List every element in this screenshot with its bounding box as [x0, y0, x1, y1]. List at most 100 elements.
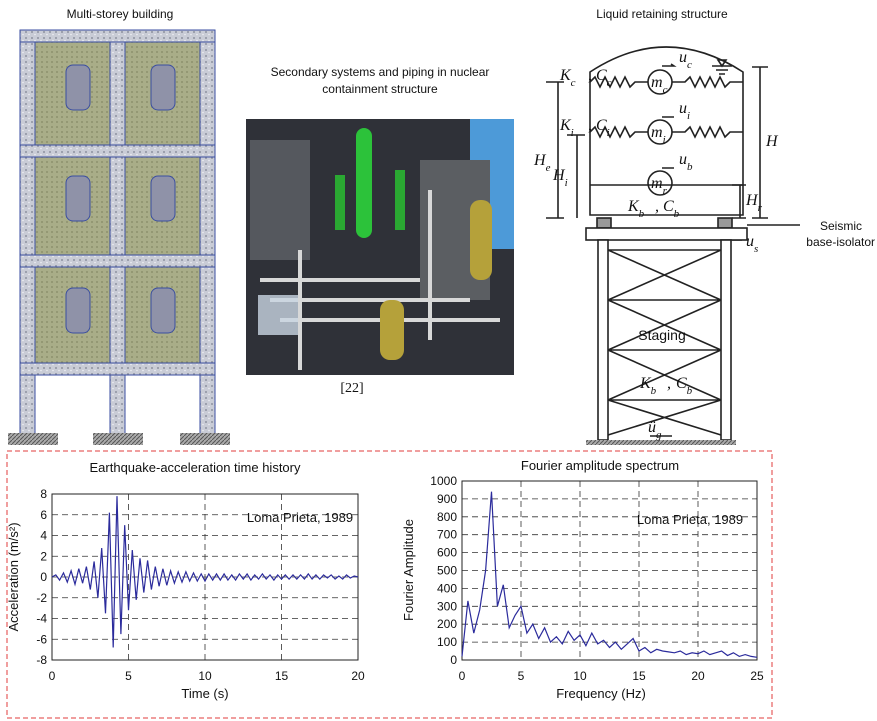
y-tick-label: 8: [40, 487, 47, 501]
y-tick-label: 400: [437, 581, 457, 595]
y-tick-label: 200: [437, 617, 457, 631]
tank-symbol: üg: [648, 419, 662, 441]
data-line: [461, 491, 758, 658]
symbol-sub: i: [663, 134, 666, 146]
tank-symbol: ub: [679, 151, 693, 173]
y-tick-label: -4: [36, 612, 47, 626]
building-title: Multi-storey building: [67, 7, 174, 21]
symbol-main: H: [552, 167, 566, 184]
symbol-sub: r: [758, 202, 763, 214]
symbol-sub: b: [687, 161, 693, 173]
x-tick-label: 15: [275, 669, 289, 683]
symbol-main: H: [765, 133, 779, 150]
tank-symbol: Hi: [552, 167, 568, 189]
symbol-sub: c: [607, 77, 612, 89]
isolator-label: base-isolator: [806, 235, 875, 249]
tank-symbol: Hr: [745, 192, 763, 214]
tank-symbol: Cb: [663, 198, 680, 220]
y-tick-label: -8: [36, 653, 47, 667]
symbol-sub: c: [687, 59, 692, 71]
symbol-main: ,: [655, 198, 659, 215]
symbol-sub: g: [656, 429, 662, 441]
tank-symbol: ui: [679, 100, 690, 122]
tank-symbol: mc: [651, 74, 668, 96]
symbol-main: H: [533, 152, 547, 169]
symbol-sub: e: [546, 162, 551, 174]
tank-symbol: mr: [651, 175, 668, 197]
nuclear-title: containment structure: [322, 82, 438, 96]
x-tick-label: 25: [750, 669, 764, 683]
x-tick-label: 0: [459, 669, 466, 683]
nuclear-title: Secondary systems and piping in nuclear: [271, 65, 490, 79]
y-tick-label: 800: [437, 510, 457, 524]
y-tick-label: 1000: [430, 474, 457, 488]
tank-symbol: Kb: [627, 198, 645, 220]
y-tick-label: 300: [437, 599, 457, 613]
tank-symbol: Kb: [639, 375, 657, 397]
reference: [22]: [340, 381, 363, 396]
symbol-sub: i: [687, 110, 690, 122]
tank-symbol: ,: [588, 67, 592, 84]
symbol-main: ü: [648, 419, 656, 436]
nuclear-image: [246, 119, 514, 375]
x-tick-label: 0: [49, 669, 56, 683]
y-axis-label: Acceleration (m/s²): [6, 522, 21, 631]
tank-symbol: Ki: [559, 117, 574, 139]
symbol-sub: b: [687, 385, 693, 397]
symbol-main: K: [559, 117, 572, 134]
tank-symbol: ,: [655, 198, 659, 215]
y-tick-label: 4: [40, 529, 47, 543]
y-tick-label: 6: [40, 508, 47, 522]
tank-symbol: Ci: [596, 117, 610, 139]
x-tick-label: 20: [351, 669, 365, 683]
symbol-main: K: [639, 375, 652, 392]
tank-symbol: mi: [651, 124, 666, 146]
symbol-main: C: [596, 67, 607, 84]
staging-label: Staging: [638, 327, 685, 343]
tank-title: Liquid retaining structure: [596, 7, 728, 21]
tank-symbol: ,: [667, 375, 671, 392]
symbol-sub: i: [565, 177, 568, 189]
symbol-main: C: [676, 375, 687, 392]
y-tick-label: 900: [437, 492, 457, 506]
building: [8, 29, 230, 445]
symbol-main: ,: [588, 117, 592, 134]
symbol-main: C: [596, 117, 607, 134]
x-axis-label: Frequency (Hz): [556, 686, 646, 701]
y-tick-label: 0: [40, 570, 47, 584]
tank-symbol: Kc: [559, 67, 576, 89]
symbol-sub: i: [607, 127, 610, 139]
symbol-main: m: [651, 124, 663, 141]
x-tick-label: 5: [518, 669, 525, 683]
symbol-sub: s: [754, 243, 758, 255]
x-tick-label: 15: [632, 669, 646, 683]
symbol-sub: r: [663, 185, 668, 197]
y-tick-label: 100: [437, 635, 457, 649]
symbol-main: u: [679, 100, 687, 117]
symbol-sub: c: [571, 77, 576, 89]
y-tick-label: 600: [437, 546, 457, 560]
tank-symbol: us: [746, 233, 758, 255]
chart-title: Earthquake-acceleration time history: [90, 460, 301, 475]
y-tick-label: -6: [36, 632, 47, 646]
tank-symbol: H: [765, 133, 779, 150]
y-tick-label: 500: [437, 564, 457, 578]
symbol-sub: b: [639, 208, 645, 220]
y-axis-label: Fourier Amplitude: [401, 519, 416, 621]
tank-symbol: He: [533, 152, 551, 174]
isolator-label: Seismic: [820, 219, 862, 233]
symbol-main: C: [663, 198, 674, 215]
symbol-main: H: [745, 192, 759, 209]
y-tick-label: 2: [40, 549, 47, 563]
x-tick-label: 20: [691, 669, 705, 683]
tank-symbol: uc: [679, 49, 692, 71]
symbol-main: ,: [667, 375, 671, 392]
symbol-sub: b: [651, 385, 657, 397]
y-tick-label: -2: [36, 591, 47, 605]
data-line: [51, 496, 359, 648]
x-axis-label: Time (s): [181, 686, 228, 701]
symbol-main: ,: [588, 67, 592, 84]
x-tick-label: 10: [573, 669, 587, 683]
y-tick-label: 0: [450, 653, 457, 667]
